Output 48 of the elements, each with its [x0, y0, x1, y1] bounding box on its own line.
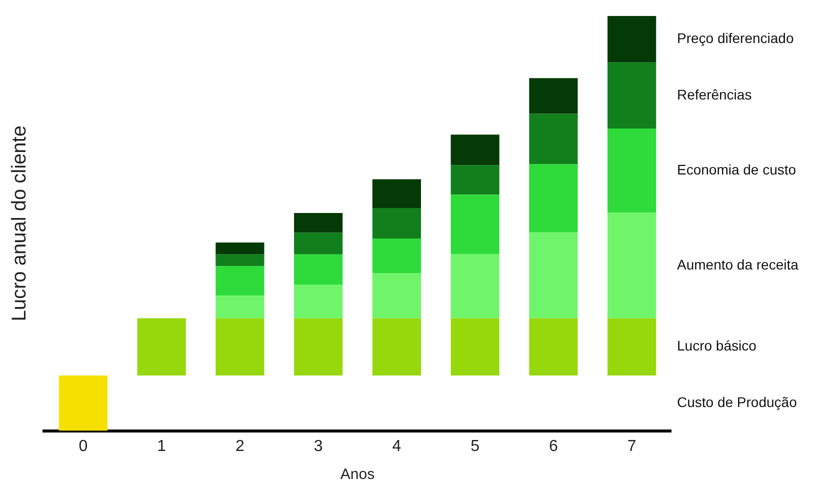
x-axis-title: Anos: [340, 466, 375, 484]
bar: [216, 318, 264, 376]
bar: [294, 284, 343, 318]
bar: [450, 194, 500, 254]
y-axis-title: Lucro anual do cliente: [8, 126, 31, 322]
bar: [372, 208, 421, 238]
bar: [294, 318, 343, 376]
series-label: Aumento da receita: [677, 256, 799, 272]
bar: [450, 254, 500, 318]
bar: [608, 16, 656, 62]
x-tick-label: 2: [235, 438, 244, 455]
bar: [294, 232, 343, 254]
bar: [608, 62, 656, 129]
bar: [608, 128, 656, 213]
x-tick-label: 3: [314, 438, 323, 455]
x-tick-label: 7: [627, 438, 636, 455]
bar: [450, 165, 500, 195]
bar: [137, 318, 186, 376]
bar: [216, 242, 264, 254]
bar: [529, 114, 578, 164]
bar: [216, 296, 264, 318]
bar: [608, 212, 656, 318]
series-label: Preço diferenciado: [677, 30, 794, 46]
bar: [372, 273, 421, 318]
bar: [450, 318, 500, 376]
bar: [529, 318, 578, 376]
bar: [58, 375, 108, 431]
series-label: Referências: [677, 86, 752, 102]
bar: [529, 232, 578, 318]
bar: [608, 318, 656, 376]
bar: [216, 254, 264, 266]
bar: [450, 134, 500, 166]
series-label: Lucro básico: [677, 338, 757, 354]
x-tick-label: 4: [392, 438, 402, 455]
bar: [529, 78, 578, 114]
bar: [216, 266, 264, 296]
bar: [372, 238, 421, 274]
series-label: Economia de custo: [677, 161, 796, 178]
bar: [372, 318, 421, 376]
bar: [294, 212, 343, 233]
bar: [372, 179, 421, 208]
bar: [529, 164, 578, 232]
bar: [294, 254, 343, 285]
x-tick-label: 0: [78, 438, 88, 455]
x-tick-label: 6: [548, 438, 558, 455]
text: Custo de Produção: [677, 394, 798, 410]
x-tick-label: 1: [157, 438, 166, 455]
x-tick-label: 5: [470, 438, 480, 455]
